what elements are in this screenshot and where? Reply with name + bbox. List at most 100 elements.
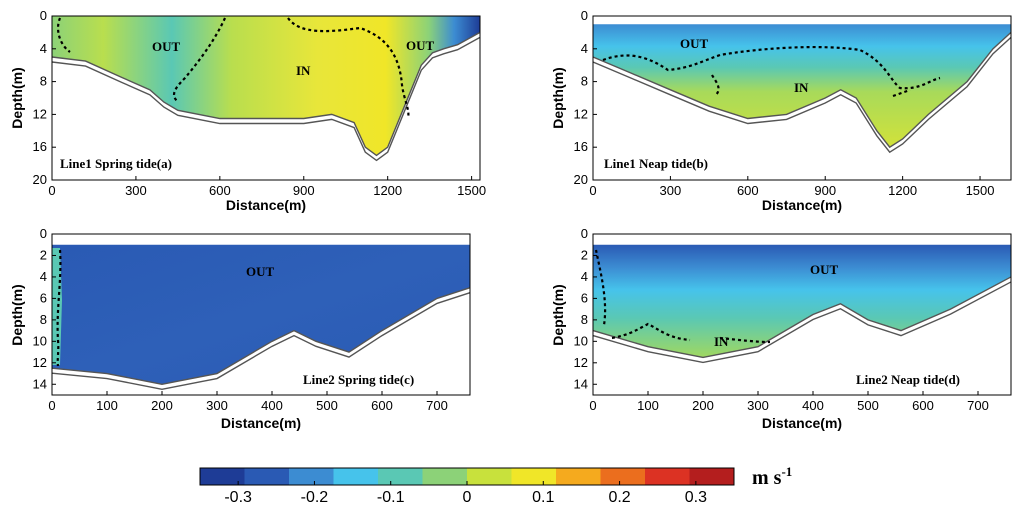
colorbar-tick-label: 0.2: [608, 489, 630, 506]
y-tick-label: 0: [40, 226, 47, 241]
y-tick-label: 4: [40, 41, 47, 56]
velocity-field-b: [593, 24, 1011, 148]
y-tick-label: 16: [574, 139, 588, 154]
y-tick-label: 10: [574, 333, 588, 348]
panel-line2-neap: OUT IN Line2 Neap tide(d) 0 100 200 300 400 5…: [550, 226, 1012, 431]
x-tick-label: 0: [48, 398, 55, 413]
panel-line2-spring: OUT Line2 Spring tide(c) 0 100 200 300 400 50…: [9, 226, 471, 431]
seabed-outline-outer-b: [592, 36, 1012, 154]
y-axis-d: 0 2 4 6 8 10 12 14: [574, 226, 597, 391]
x-axis-title-b: Distance(m): [762, 197, 842, 213]
region-label-out: OUT: [406, 38, 435, 53]
y-tick-label: 4: [40, 269, 47, 284]
y-tick-label: 20: [574, 172, 588, 187]
velocity-field-d: [593, 244, 1011, 358]
zero-contour-c: [56, 249, 62, 367]
zero-contour-a: [56, 17, 410, 119]
x-tick-label: 600: [371, 398, 393, 413]
x-tick-label: 100: [637, 398, 659, 413]
y-tick-label: 0: [40, 8, 47, 23]
seabed-outline-outer-a: [51, 36, 481, 162]
panel-label-c: Line2 Spring tide(c): [303, 372, 414, 387]
x-axis-d: 0 100 200 300 400 500 600 700: [589, 391, 989, 413]
x-tick-label: 1200: [888, 183, 917, 198]
colorbar-swatch: [378, 468, 423, 485]
plot-frame-c: [51, 233, 471, 396]
y-tick-label: 0: [581, 8, 588, 23]
x-axis-c: 0 100 200 300 400 500 600 700: [48, 391, 448, 413]
x-tick-label: 900: [293, 183, 315, 198]
y-tick-label: 2: [581, 247, 588, 262]
x-tick-label: 100: [96, 398, 118, 413]
panel-label-d: Line2 Neap tide(d): [856, 372, 960, 387]
panel-label-b: Line1 Neap tide(b): [604, 156, 708, 171]
x-tick-label: 0: [589, 398, 596, 413]
colorbar-swatch: [422, 468, 468, 485]
panel-line1-neap: OUT IN Line1 Neap tide(b) 0 300 600 900 1200…: [550, 8, 1012, 213]
seabed-outline-b: [592, 31, 1012, 149]
y-tick-label: 14: [574, 376, 588, 391]
x-tick-label: 0: [48, 183, 55, 198]
plot-frame-a: [51, 15, 481, 181]
colorbar-swatch: [600, 468, 646, 485]
colorbar-tick-label: 0.3: [685, 489, 707, 506]
y-tick-label: 4: [581, 41, 588, 56]
y-tick-label: 0: [581, 226, 588, 241]
y-tick-label: 8: [40, 74, 47, 89]
x-axis-title-a: Distance(m): [226, 197, 306, 213]
colorbar-swatch: [645, 468, 690, 485]
x-axis-b: 0 300 600 900 1200 1500: [589, 176, 994, 198]
region-label-in: IN: [296, 63, 311, 78]
x-axis-a: 0 300 600 900 1200 1500: [48, 176, 486, 198]
colorbar-swatch: [467, 468, 512, 485]
seabed-outline-outer-c: [51, 292, 471, 390]
colorbar-tick-label: 0: [463, 489, 472, 506]
colorbar-swatch: [556, 468, 601, 485]
y-tick-label: 10: [33, 333, 47, 348]
inflow-band-c: [52, 248, 62, 365]
colorbar-tick-label: -0.2: [301, 489, 329, 506]
x-tick-label: 600: [912, 398, 934, 413]
y-tick-label: 12: [574, 106, 588, 121]
y-tick-label: 20: [33, 172, 47, 187]
x-tick-label: 500: [316, 398, 338, 413]
colorbar-units: m s-1: [752, 464, 792, 489]
zero-contour-b: [602, 45, 941, 98]
x-tick-label: 900: [814, 183, 836, 198]
colorbar-tick-label: -0.3: [224, 489, 252, 506]
colorbar-tick-label: -0.1: [377, 489, 405, 506]
colorbar-swatch: [511, 468, 557, 485]
colorbar-swatch: [200, 468, 245, 485]
y-tick-label: 6: [581, 290, 588, 305]
x-tick-label: 1500: [966, 183, 995, 198]
region-label-in: IN: [794, 80, 809, 95]
x-tick-label: 700: [426, 398, 448, 413]
seabed-outline-outer-d: [592, 281, 1012, 364]
region-label-out: OUT: [680, 36, 709, 51]
colorbar-swatch: [689, 468, 735, 485]
x-tick-label: 200: [151, 398, 173, 413]
x-tick-label: 1200: [373, 183, 402, 198]
colorbar-swatch: [244, 468, 290, 485]
region-label-in: IN: [714, 334, 729, 349]
seabed-outline-a: [51, 31, 481, 157]
colorbar-tick-label: 0.1: [532, 489, 554, 506]
y-tick-label: 16: [33, 139, 47, 154]
y-axis-c: 0 2 4 6 8 10 12 14: [33, 226, 56, 391]
plot-frame-d: [592, 233, 1012, 396]
y-tick-label: 4: [581, 269, 588, 284]
y-axis-title-d: Depth(m): [550, 284, 566, 345]
y-tick-label: 8: [581, 312, 588, 327]
y-tick-label: 14: [33, 376, 47, 391]
x-axis-title-c: Distance(m): [221, 415, 301, 431]
plot-frame-b: [592, 15, 1012, 181]
x-tick-label: 300: [125, 183, 147, 198]
y-tick-label: 8: [40, 312, 47, 327]
colorbar-unit-exponent: -1: [781, 464, 792, 479]
x-tick-label: 200: [692, 398, 714, 413]
x-tick-label: 600: [209, 183, 231, 198]
colorbar: -0.3 -0.2 -0.1 0 0.1 0.2 0.3 m s-1: [199, 464, 792, 506]
velocity-field-a: [52, 16, 480, 156]
x-tick-label: 400: [802, 398, 824, 413]
